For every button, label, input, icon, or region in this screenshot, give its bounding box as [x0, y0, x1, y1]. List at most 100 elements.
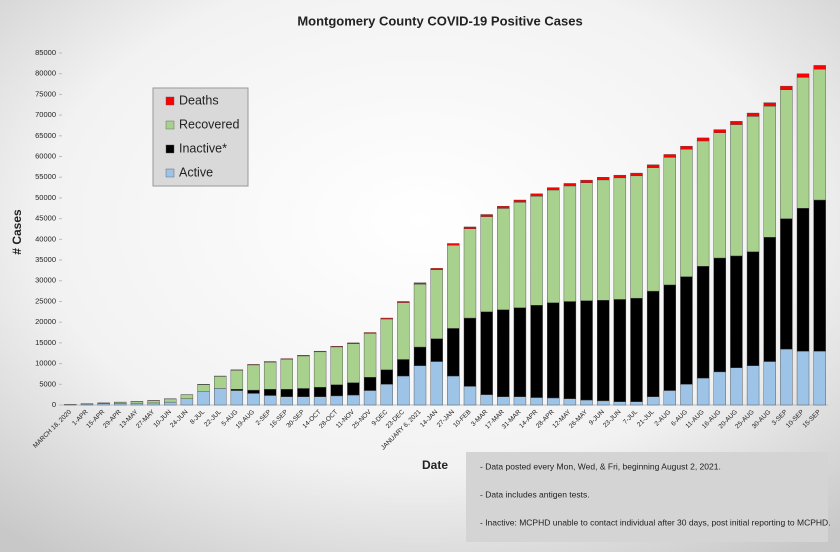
bar-segment	[813, 199, 826, 352]
bar-segment	[796, 208, 810, 352]
bar-segment	[613, 299, 627, 402]
bar-segment	[447, 328, 460, 377]
bar-segment	[397, 302, 410, 360]
bar-segment	[580, 399, 593, 406]
bar-segment	[480, 216, 493, 313]
bar-segment	[363, 377, 377, 391]
bar-segment	[363, 390, 377, 406]
y-tick-label: 25000	[35, 296, 56, 305]
bar-segment	[280, 396, 293, 406]
bar-segment	[646, 164, 660, 168]
bar-segment	[330, 346, 343, 385]
bar-segment	[763, 237, 776, 362]
y-tick-label: 75000	[35, 89, 56, 98]
bar-segment	[597, 179, 610, 301]
bar-segment	[696, 377, 710, 406]
legend-swatch	[165, 168, 175, 178]
bar-segment	[813, 65, 826, 70]
bar-segment	[530, 193, 543, 197]
bar-segment	[763, 105, 776, 238]
bar-segment	[230, 370, 244, 390]
bar-segment	[313, 386, 327, 397]
bar-segment	[663, 154, 676, 158]
bar-segment	[730, 124, 743, 257]
bar-segment	[380, 384, 393, 406]
legend-swatch	[165, 120, 175, 130]
bar-segment	[713, 257, 726, 373]
bar-segment	[463, 228, 477, 319]
bar-segment	[463, 386, 477, 406]
bar-segment	[147, 400, 160, 404]
bar-segment	[696, 140, 710, 267]
y-tick-label: 35000	[35, 255, 56, 264]
bar-segment	[630, 172, 643, 177]
bar-segment	[630, 401, 643, 406]
bar-segment	[563, 398, 577, 406]
bar-segment	[347, 343, 360, 383]
bar-segment	[597, 300, 610, 402]
bar-segment	[597, 400, 610, 406]
bar-segment	[447, 243, 460, 246]
bar-segment	[480, 214, 493, 217]
y-tick-label: 10000	[35, 359, 56, 368]
bar-segment	[530, 195, 543, 306]
y-tick-label: 70000	[35, 110, 56, 119]
bar-segment	[480, 311, 493, 395]
bar-segment	[613, 401, 627, 406]
bar-segment	[630, 297, 643, 402]
legend-label: Deaths	[179, 93, 219, 107]
bar-segment	[363, 333, 377, 378]
bar-segment	[247, 389, 260, 394]
bar-segment	[397, 301, 410, 303]
bar-segment	[680, 276, 693, 385]
bar-segment	[696, 266, 710, 379]
bar-segment	[780, 348, 793, 406]
bar-segment	[180, 398, 194, 406]
bar-segment	[114, 403, 127, 406]
bar-segment	[646, 290, 660, 397]
bar-segment	[297, 388, 310, 397]
y-tick-label: 65000	[35, 131, 56, 140]
bar-segment	[480, 394, 493, 406]
bar-segment	[547, 302, 560, 399]
bar-segment	[730, 367, 743, 406]
bar-segment	[713, 371, 726, 406]
bar-segment	[497, 396, 510, 406]
bar-segment	[313, 351, 327, 388]
bar-segment	[263, 361, 277, 363]
bar-segment	[746, 112, 760, 117]
bar-segment	[763, 102, 776, 107]
bar-segment	[313, 396, 327, 406]
bar-segment	[247, 364, 260, 391]
bar-segment	[580, 182, 593, 301]
bar-segment	[197, 384, 210, 392]
bar-segment	[813, 68, 826, 201]
bar-segment	[497, 206, 510, 209]
bar-segment	[746, 251, 760, 366]
y-tick-label: 5000	[39, 379, 56, 388]
bar-segment	[680, 145, 693, 150]
bar-segment	[197, 391, 210, 406]
bar-segment	[380, 318, 393, 370]
bar-segment	[347, 394, 360, 406]
bar-segment	[397, 359, 410, 377]
bar-segment	[663, 157, 676, 286]
bar-segment	[330, 384, 343, 397]
bar-segment	[280, 358, 293, 360]
y-tick-label: 50000	[35, 193, 56, 202]
bar-segment	[780, 218, 793, 350]
bar-segment	[813, 350, 826, 406]
bar-segment	[297, 355, 310, 357]
bar-segment	[214, 376, 227, 389]
bar-segment	[130, 402, 144, 406]
bar-segment	[363, 332, 377, 334]
y-tick-label: 0	[52, 400, 56, 409]
bar-segment	[214, 388, 227, 406]
y-tick-label: 40000	[35, 234, 56, 243]
bar-segment	[413, 283, 427, 348]
legend-swatch	[165, 144, 175, 154]
bar-segment	[780, 85, 793, 90]
bar-segment	[547, 187, 560, 191]
bar-segment	[130, 401, 144, 404]
